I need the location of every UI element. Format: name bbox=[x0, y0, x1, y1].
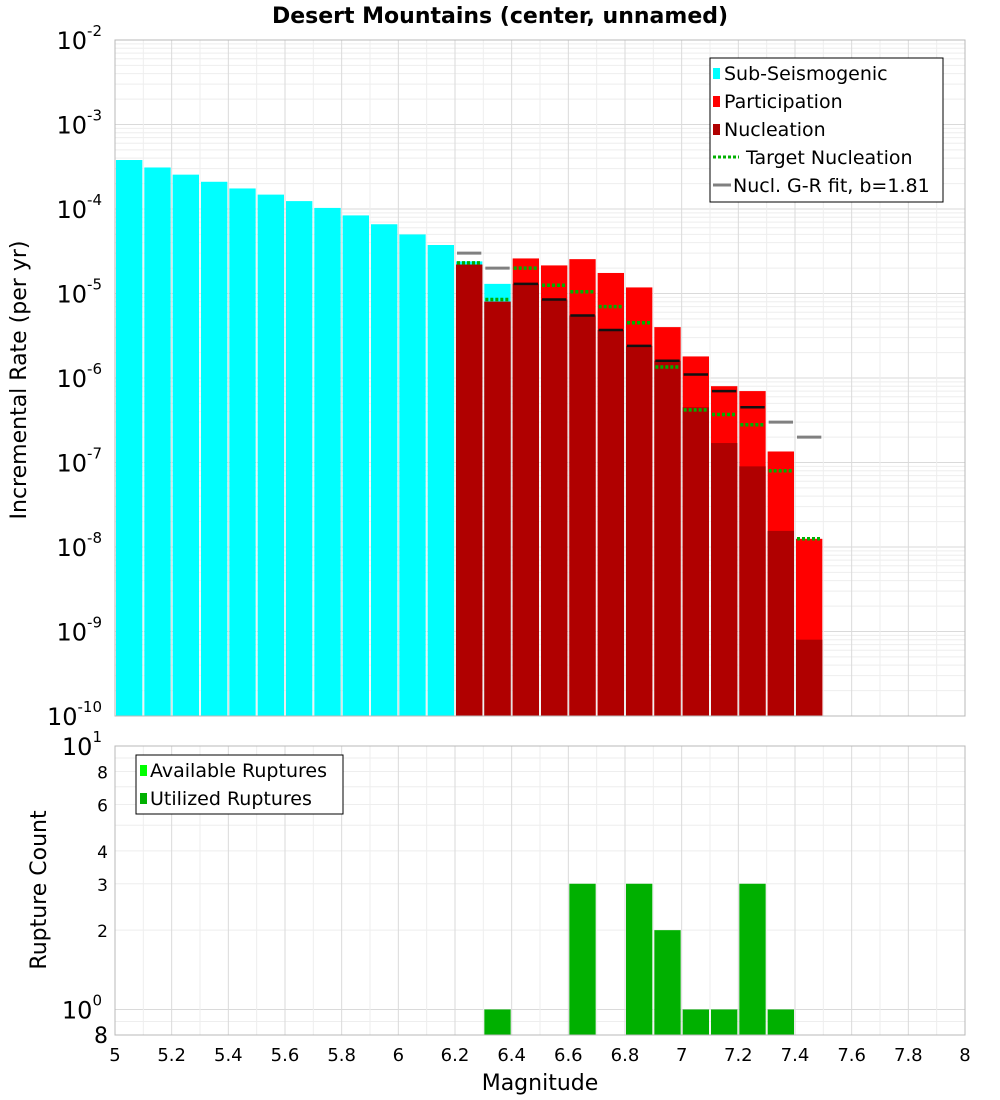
sub-seismogenic-bar bbox=[144, 167, 171, 717]
legend-swatch-available-ruptures bbox=[140, 765, 147, 776]
legend-swatch-utilized-ruptures bbox=[140, 793, 147, 804]
nucleation-bar bbox=[569, 315, 596, 716]
bottom-y-tick-label: 3 bbox=[97, 876, 108, 896]
legend-label-utilized-ruptures: Utilized Ruptures bbox=[150, 788, 312, 810]
nucleation-bar bbox=[739, 466, 766, 716]
nucleation-bar bbox=[541, 299, 568, 716]
utilized-ruptures-bar bbox=[654, 930, 681, 1035]
x-tick-label: 5 bbox=[109, 1045, 120, 1066]
x-tick-label: 6.2 bbox=[441, 1045, 470, 1066]
utilized-ruptures-bar bbox=[626, 883, 653, 1035]
legend-swatch-participation bbox=[713, 96, 720, 107]
sub-seismogenic-bar bbox=[286, 201, 313, 717]
legend-label-nucleation: Nucleation bbox=[724, 119, 826, 141]
sub-seismogenic-bar bbox=[257, 194, 284, 716]
bottom-y-tick-label: 4 bbox=[97, 843, 108, 863]
x-tick-label: 6.4 bbox=[497, 1045, 526, 1066]
utilized-ruptures-bar bbox=[739, 883, 766, 1035]
top-marks bbox=[457, 251, 822, 541]
bottom-y-tick-label: 8 bbox=[97, 764, 108, 784]
nucleation-bar bbox=[456, 264, 483, 716]
nucleation-bar bbox=[597, 329, 624, 716]
bottom-plot-frame bbox=[114, 745, 966, 1036]
legend-swatch-nucleation bbox=[713, 124, 720, 135]
bottom-bars bbox=[484, 883, 794, 1035]
x-tick-label: 6.8 bbox=[611, 1045, 640, 1066]
x-axis-ticks: 5 5.2 5.4 5.6 5.8 6 6.2 6.4 6.6 6.8 7 7.2 7.4 7.6 7.8 8 bbox=[109, 1045, 970, 1066]
legend-label-target-nucleation: Target Nucleation bbox=[740, 147, 913, 169]
sub-seismogenic-bar bbox=[371, 224, 398, 716]
top-bars bbox=[116, 160, 823, 717]
bottom-y-tick-label: 2 bbox=[97, 922, 108, 942]
nucleation-bar bbox=[484, 301, 511, 716]
utilized-ruptures-bar bbox=[682, 1009, 709, 1035]
x-axis-label: Magnitude bbox=[482, 1071, 599, 1096]
x-tick-label: 7 bbox=[676, 1045, 687, 1066]
top-legend: Sub-Seismogenic Participation Nucleation… bbox=[709, 57, 944, 203]
top-y-tick-label: 10-5 bbox=[56, 276, 102, 309]
nucleation-bar bbox=[512, 283, 539, 716]
sub-seismogenic-bar bbox=[399, 234, 426, 717]
nucleation-bar bbox=[626, 345, 653, 716]
top-y-tick-label: 10-6 bbox=[56, 360, 102, 393]
x-tick-label: 5.6 bbox=[271, 1045, 300, 1066]
bottom-y-tick-label: 101 bbox=[62, 728, 102, 761]
top-y-tick-label: 10-10 bbox=[47, 698, 102, 731]
x-tick-label: 6.6 bbox=[554, 1045, 583, 1066]
bottom-legend: Available Ruptures Utilized Ruptures bbox=[135, 754, 344, 815]
utilized-ruptures-bar bbox=[569, 883, 596, 1035]
utilized-ruptures-bar bbox=[711, 1009, 738, 1035]
bottom-y-axis-label: Rupture Count bbox=[27, 810, 52, 970]
x-tick-label: 8 bbox=[959, 1045, 970, 1066]
x-tick-label: 5.4 bbox=[214, 1045, 243, 1066]
bottom-y-tick-label: 6 bbox=[97, 796, 108, 816]
top-legend-box bbox=[709, 57, 944, 203]
utilized-ruptures-bar bbox=[767, 1009, 794, 1035]
sub-seismogenic-bar bbox=[172, 174, 199, 717]
top-y-axis-ticks: 10-2 10-3 10-4 10-5 10-6 10-7 10-8 10-9 10-10 bbox=[47, 22, 102, 731]
sub-seismogenic-bar bbox=[342, 215, 369, 716]
top-y-tick-label: 10-9 bbox=[56, 614, 102, 647]
top-y-tick-label: 10-2 bbox=[56, 22, 102, 55]
sub-seismogenic-bar bbox=[314, 207, 341, 716]
x-tick-label: 7.2 bbox=[724, 1045, 753, 1066]
nucleation-bar bbox=[767, 530, 794, 716]
top-y-tick-label: 10-7 bbox=[56, 445, 102, 478]
x-tick-label: 6 bbox=[393, 1045, 404, 1066]
x-tick-label: 7.8 bbox=[894, 1045, 923, 1066]
top-y-tick-label: 10-3 bbox=[56, 107, 102, 140]
nucleation-bar bbox=[654, 360, 681, 716]
top-y-tick-label: 10-4 bbox=[56, 191, 102, 224]
legend-label-gr-fit: Nucl. G-R fit, b=1.81 bbox=[733, 175, 930, 197]
nucleation-bar bbox=[711, 443, 738, 716]
top-plot-frame bbox=[114, 39, 966, 717]
x-tick-label: 7.4 bbox=[781, 1045, 810, 1066]
legend-label-participation: Participation bbox=[724, 91, 843, 113]
top-y-tick-label: 10-8 bbox=[56, 529, 102, 562]
sub-seismogenic-bar bbox=[229, 188, 256, 717]
legend-swatch-sub-seismogenic bbox=[713, 68, 720, 79]
bottom-legend-box bbox=[135, 754, 344, 815]
sub-seismogenic-bar bbox=[201, 181, 228, 717]
utilized-ruptures-bar bbox=[484, 1009, 511, 1035]
x-tick-label: 7.6 bbox=[837, 1045, 866, 1066]
top-y-axis-label: Incremental Rate (per yr) bbox=[7, 241, 32, 520]
legend-label-sub-seismogenic: Sub-Seismogenic bbox=[724, 63, 888, 85]
legend-label-available-ruptures: Available Ruptures bbox=[150, 760, 327, 782]
nucleation-bar bbox=[682, 407, 709, 716]
top-gridlines bbox=[114, 40, 966, 717]
bottom-y-tick-label: 100 bbox=[62, 991, 102, 1024]
x-tick-label: 5.2 bbox=[157, 1045, 186, 1066]
sub-seismogenic-bar bbox=[427, 244, 454, 716]
x-tick-label: 5.8 bbox=[327, 1045, 356, 1066]
sub-seismogenic-bar bbox=[116, 160, 143, 716]
chart-title: Desert Mountains (center, unnamed) bbox=[272, 4, 728, 29]
nucleation-bar bbox=[796, 639, 823, 716]
bottom-y-tick-label: 8 bbox=[94, 1024, 108, 1049]
